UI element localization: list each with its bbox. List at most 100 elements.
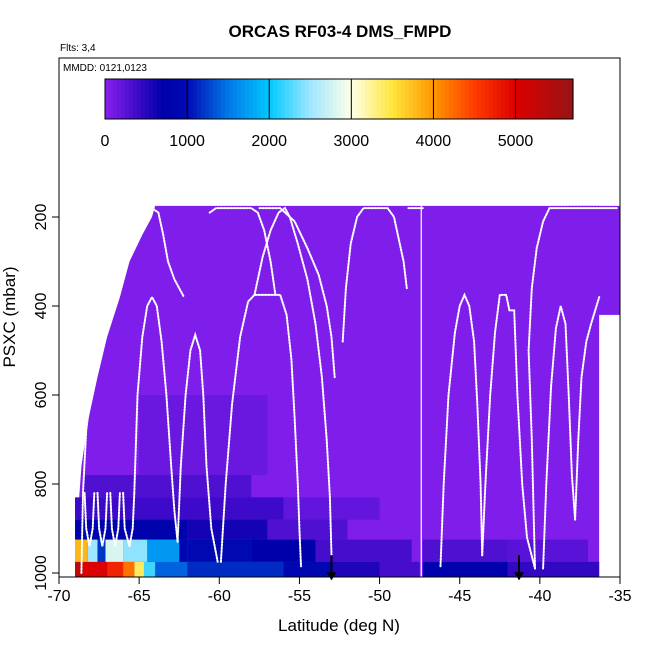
colorbar-swatch [393,79,398,119]
colorbar: 0 1000 2000 3000 4000 5000 [101,78,574,150]
heatmap-cell [267,519,348,540]
colorbar-swatch [321,79,326,119]
colorbar-swatch [549,79,554,119]
colorbar-swatch [541,79,546,119]
colorbar-swatch [529,79,534,119]
heatmap-cell [507,561,600,577]
x-tick-label: -55 [288,588,311,605]
colorbar-swatch [449,79,454,119]
colorbar-swatch [193,79,198,119]
heatmap-cell [179,539,188,562]
colorbar-swatch [377,79,382,119]
colorbar-swatch [229,79,234,119]
flights-label: Flts: 3,4 [60,43,96,54]
colorbar-tick-label: 5000 [498,133,534,150]
location-arrow-head [326,572,337,581]
profile-trace [109,491,121,547]
colorbar-swatch [405,79,410,119]
profile-trace [527,207,618,570]
colorbar-swatch [389,79,394,119]
colorbar-swatch [525,79,530,119]
heatmap-cell [123,539,148,562]
colorbar-swatch [209,79,214,119]
date-label: MMDD: 0121,0123 [63,63,147,74]
colorbar-swatch [557,79,562,119]
colorbar-swatch [201,79,206,119]
colorbar-swatch [173,79,178,119]
colorbar-swatch [565,79,570,119]
profile-trace [208,207,277,296]
colorbar-swatch [269,79,274,119]
colorbar-swatch [265,79,270,119]
heatmap-cell [75,561,84,577]
colorbar-swatch [533,79,538,119]
heatmap-cell [187,561,284,577]
colorbar-tick-label: 4000 [416,133,452,150]
colorbar-swatch [113,79,118,119]
colorbar-swatch [121,79,126,119]
profile-trace [258,207,336,379]
colorbar-swatch [125,79,130,119]
colorbar-swatch [313,79,318,119]
heatmap-cell [283,497,380,520]
heatmap-cell [507,539,588,562]
colorbar-swatch [257,79,262,119]
colorbar-swatch [285,79,290,119]
x-tick-label: -35 [608,588,631,605]
colorbar-swatch [225,79,230,119]
profile-trace [574,296,601,521]
colorbar-swatch [213,79,218,119]
colorbar-swatch [501,79,506,119]
x-tick-label: -70 [47,588,70,605]
colorbar-swatch [153,79,158,119]
colorbar-frame [104,78,574,120]
heatmap-cell [187,519,268,540]
colorbar-swatch [517,79,522,119]
profile-trace [253,206,333,557]
heatmap-cell [315,539,412,562]
colorbar-swatch [561,79,566,119]
x-tick-label: -60 [208,588,231,605]
colorbar-gradient [105,79,574,119]
heatmap-cell [155,561,188,577]
colorbar-swatch [293,79,298,119]
colorbar-swatch [253,79,258,119]
colorbar-tick-label: 2000 [251,133,287,150]
colorbar-swatch [277,79,282,119]
y-tick-label: 800 [33,471,50,498]
colorbar-tick-label: 1000 [169,133,205,150]
data-region-strip [568,205,620,315]
colorbar-swatch [469,79,474,119]
colorbar-swatch [485,79,490,119]
colorbar-swatch [117,79,122,119]
profile-trace [96,491,109,547]
colorbar-swatch [141,79,146,119]
colorbar-swatch [297,79,302,119]
heatmap-cell [379,561,420,577]
x-tick-label: -40 [528,588,551,605]
colorbar-swatch [245,79,250,119]
profile-trace [80,207,185,574]
colorbar-swatch [157,79,162,119]
colorbar-swatch [281,79,286,119]
x-tick-label: -45 [448,588,471,605]
colorbar-swatch [273,79,278,119]
profile-trace [176,331,219,563]
colorbar-swatch [425,79,430,119]
heatmap-cell [87,539,98,562]
colorbar-swatch [457,79,462,119]
profile-trace [133,294,179,543]
colorbar-swatch [333,79,338,119]
heatmap-cell [123,561,135,577]
colorbar-swatch [137,79,142,119]
y-tick-label: 600 [33,382,50,409]
profile-trace [219,293,302,568]
colorbar-swatch [497,79,502,119]
plot-area [75,185,620,581]
colorbar-swatch [417,79,422,119]
colorbar-swatch [509,79,514,119]
x-axis: -70 -65 -60 -55 -50 -45 -40 -35 [47,576,632,605]
colorbar-swatch [437,79,442,119]
colorbar-swatch [357,79,362,119]
